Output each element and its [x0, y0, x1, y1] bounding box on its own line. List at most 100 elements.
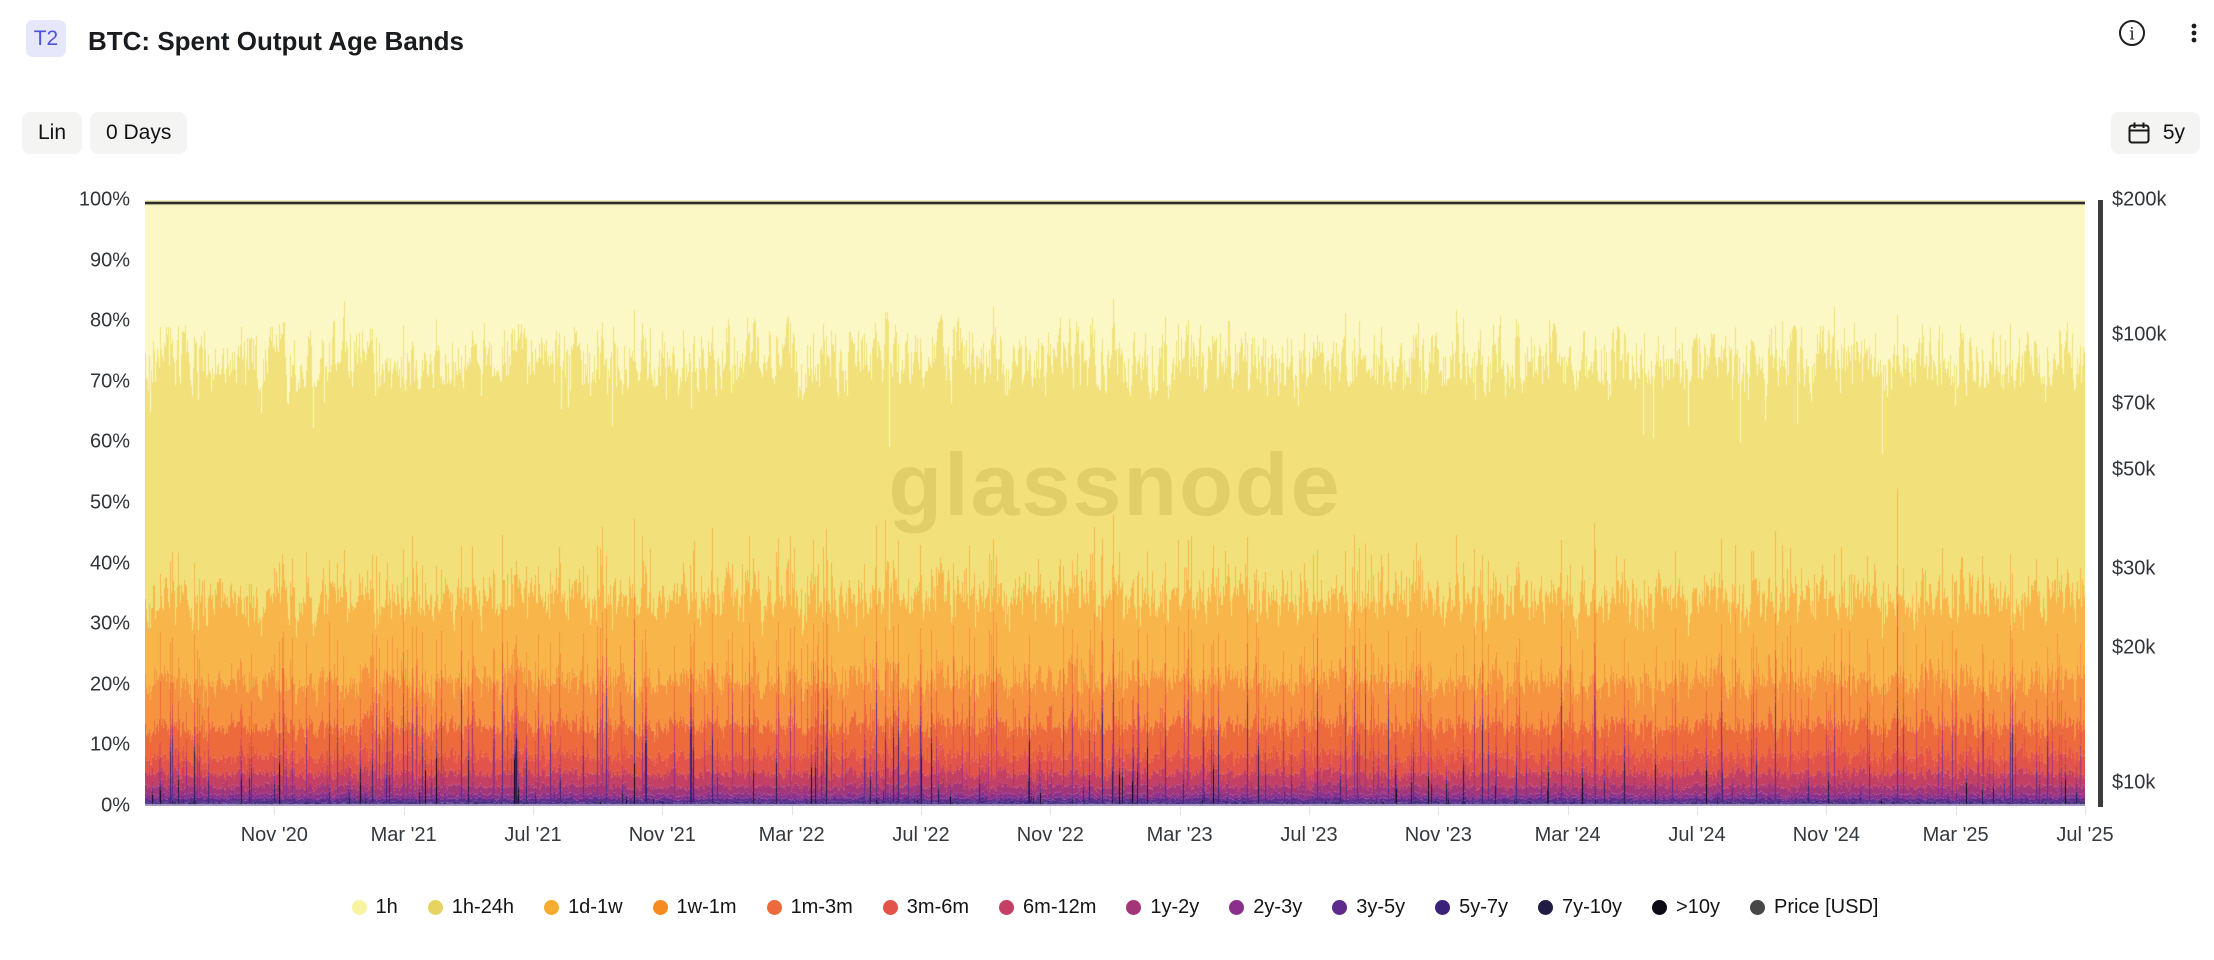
x-axis-tick-label: Nov '22 — [1016, 824, 1084, 846]
y-axis-right-tick: $20k — [2112, 636, 2156, 659]
legend-color-dot — [1126, 900, 1142, 915]
legend-label: 1h — [375, 896, 398, 918]
legend-color-dot — [351, 900, 367, 915]
x-axis-tick-label: Jul '25 — [2056, 824, 2114, 846]
x-axis-tick-mark — [1050, 806, 1052, 815]
y-axis-left-tick: 50% — [89, 491, 130, 514]
stacked-area-chart[interactable] — [145, 200, 2085, 806]
legend-label: 1d-1w — [568, 896, 623, 918]
y-axis-left-tick: 60% — [89, 430, 130, 453]
legend-item[interactable]: 1m-3m — [766, 896, 853, 919]
x-axis-tick-label: Nov '20 — [240, 824, 308, 846]
x-axis-tick-mark — [1438, 806, 1440, 815]
y-axis-left-tick: 70% — [89, 370, 130, 393]
y-axis-left-tick: 30% — [89, 612, 130, 635]
resolution-button[interactable]: 0 Days — [90, 112, 188, 154]
x-axis-tick-label: Mar '23 — [1146, 824, 1213, 846]
y-axis-right-tick: $70k — [2112, 392, 2156, 415]
legend-label: >10y — [1676, 896, 1720, 918]
legend-item[interactable]: >10y — [1652, 896, 1720, 919]
legend-color-dot — [1332, 900, 1348, 915]
date-range-button[interactable]: 5y — [2110, 112, 2200, 154]
legend-color-dot — [882, 900, 898, 915]
svg-text:i: i — [2129, 25, 2135, 45]
y-axis-right-tick: $30k — [2112, 557, 2156, 580]
legend-item[interactable]: 2y-3y — [1229, 896, 1302, 919]
legend-color-dot — [544, 900, 560, 915]
legend-label: 3y-5y — [1356, 896, 1406, 918]
x-axis-tick-mark — [1567, 806, 1569, 815]
legend-color-dot — [999, 900, 1015, 915]
legend-color-dot — [427, 900, 443, 915]
y-axis-left-tick: 0% — [101, 794, 130, 817]
x-axis-tick-mark — [533, 806, 534, 815]
kebab-menu-icon — [2191, 23, 2197, 43]
legend-color-dot — [1538, 900, 1554, 915]
x-axis-tick-mark — [403, 806, 405, 815]
x-axis-tick-label: Nov '24 — [1792, 824, 1860, 846]
legend-item[interactable]: 1d-1w — [544, 896, 623, 919]
info-button[interactable]: i — [2114, 15, 2150, 51]
legend-label: 1w-1m — [676, 896, 737, 918]
x-axis-tick-label: Nov '21 — [628, 824, 696, 846]
legend-item[interactable]: 1h — [351, 896, 398, 919]
x-axis-tick-mark — [1826, 806, 1828, 815]
plot-area[interactable]: glassnode — [145, 200, 2085, 806]
x-axis-tick-label: Mar '25 — [1922, 824, 1989, 846]
legend-color-dot — [1435, 900, 1451, 915]
x-axis-tick-mark — [662, 806, 664, 815]
x-axis-tick-label: Nov '23 — [1404, 824, 1472, 846]
x-axis-tick-mark — [791, 806, 793, 815]
legend-item[interactable]: 7y-10y — [1538, 896, 1622, 919]
legend-item[interactable]: 3m-6m — [882, 896, 969, 919]
legend-color-dot — [766, 900, 782, 915]
x-axis-tick-mark — [1697, 806, 1698, 815]
y-axis-right-tick: $50k — [2112, 458, 2156, 481]
legend-item[interactable]: 1y-2y — [1126, 896, 1199, 919]
legend-label: Price [USD] — [1773, 896, 1879, 918]
legend-item[interactable]: 3y-5y — [1332, 896, 1405, 919]
x-axis-tick-mark — [1955, 806, 1957, 815]
legend: 1h 1h-24h 1d-1w 1w-1m 1m-3m 3m-6m 6m-12m 1y-2y 2… — [145, 896, 2085, 919]
legend-label: 1y-2y — [1150, 896, 1200, 918]
price-axis-bar — [2098, 200, 2103, 807]
y-axis-right-tick: $200k — [2112, 188, 2167, 211]
legend-item[interactable]: 1w-1m — [652, 896, 737, 919]
x-axis-tick-label: Mar '22 — [758, 824, 825, 846]
legend-color-dot — [1749, 900, 1765, 915]
asset-badge[interactable]: T2 — [26, 20, 66, 57]
legend-label: 2y-3y — [1253, 896, 1303, 918]
x-axis-tick-mark — [921, 806, 922, 815]
x-axis-tick-label: Jul '22 — [892, 824, 950, 846]
y-axis-left-tick: 20% — [89, 673, 130, 696]
legend-label: 7y-10y — [1562, 896, 1623, 918]
x-axis-tick-label: Jul '24 — [1668, 824, 1726, 846]
y-axis-right-tick: $100k — [2112, 323, 2167, 346]
legend-label: 6m-12m — [1023, 896, 1097, 918]
legend-item[interactable]: 6m-12m — [999, 896, 1096, 919]
y-axis-left-tick: 40% — [89, 552, 130, 575]
legend-item[interactable]: Price [USD] — [1749, 896, 1879, 919]
y-axis-left-tick: 80% — [89, 309, 130, 332]
y-axis-left-tick: 100% — [78, 188, 130, 211]
x-axis-tick-label: Jul '21 — [504, 824, 562, 846]
legend-label: 5y-7y — [1459, 896, 1509, 918]
x-axis-tick-mark — [1309, 806, 1310, 815]
x-axis-tick-label: Jul '23 — [1280, 824, 1338, 846]
legend-item[interactable]: 1h-24h — [427, 896, 514, 919]
y-axis-left-tick: 10% — [89, 733, 130, 756]
scale-toggle-button[interactable]: Lin — [22, 112, 83, 154]
legend-color-dot — [652, 900, 668, 915]
x-axis-tick-label: Mar '21 — [370, 824, 437, 846]
y-axis-right-tick: $10k — [2112, 771, 2156, 794]
calendar-icon — [2128, 122, 2150, 144]
x-axis-tick-mark — [1179, 806, 1181, 815]
date-range-label: 5y — [2162, 121, 2185, 144]
legend-item[interactable]: 5y-7y — [1435, 896, 1508, 919]
y-axis-left-tick: 90% — [89, 249, 130, 272]
page-title: BTC: Spent Output Age Bands — [88, 26, 465, 56]
x-axis-tick-label: Mar '24 — [1534, 824, 1601, 846]
x-axis-tick-mark — [2085, 806, 2086, 815]
kebab-menu-button[interactable] — [2176, 15, 2212, 51]
